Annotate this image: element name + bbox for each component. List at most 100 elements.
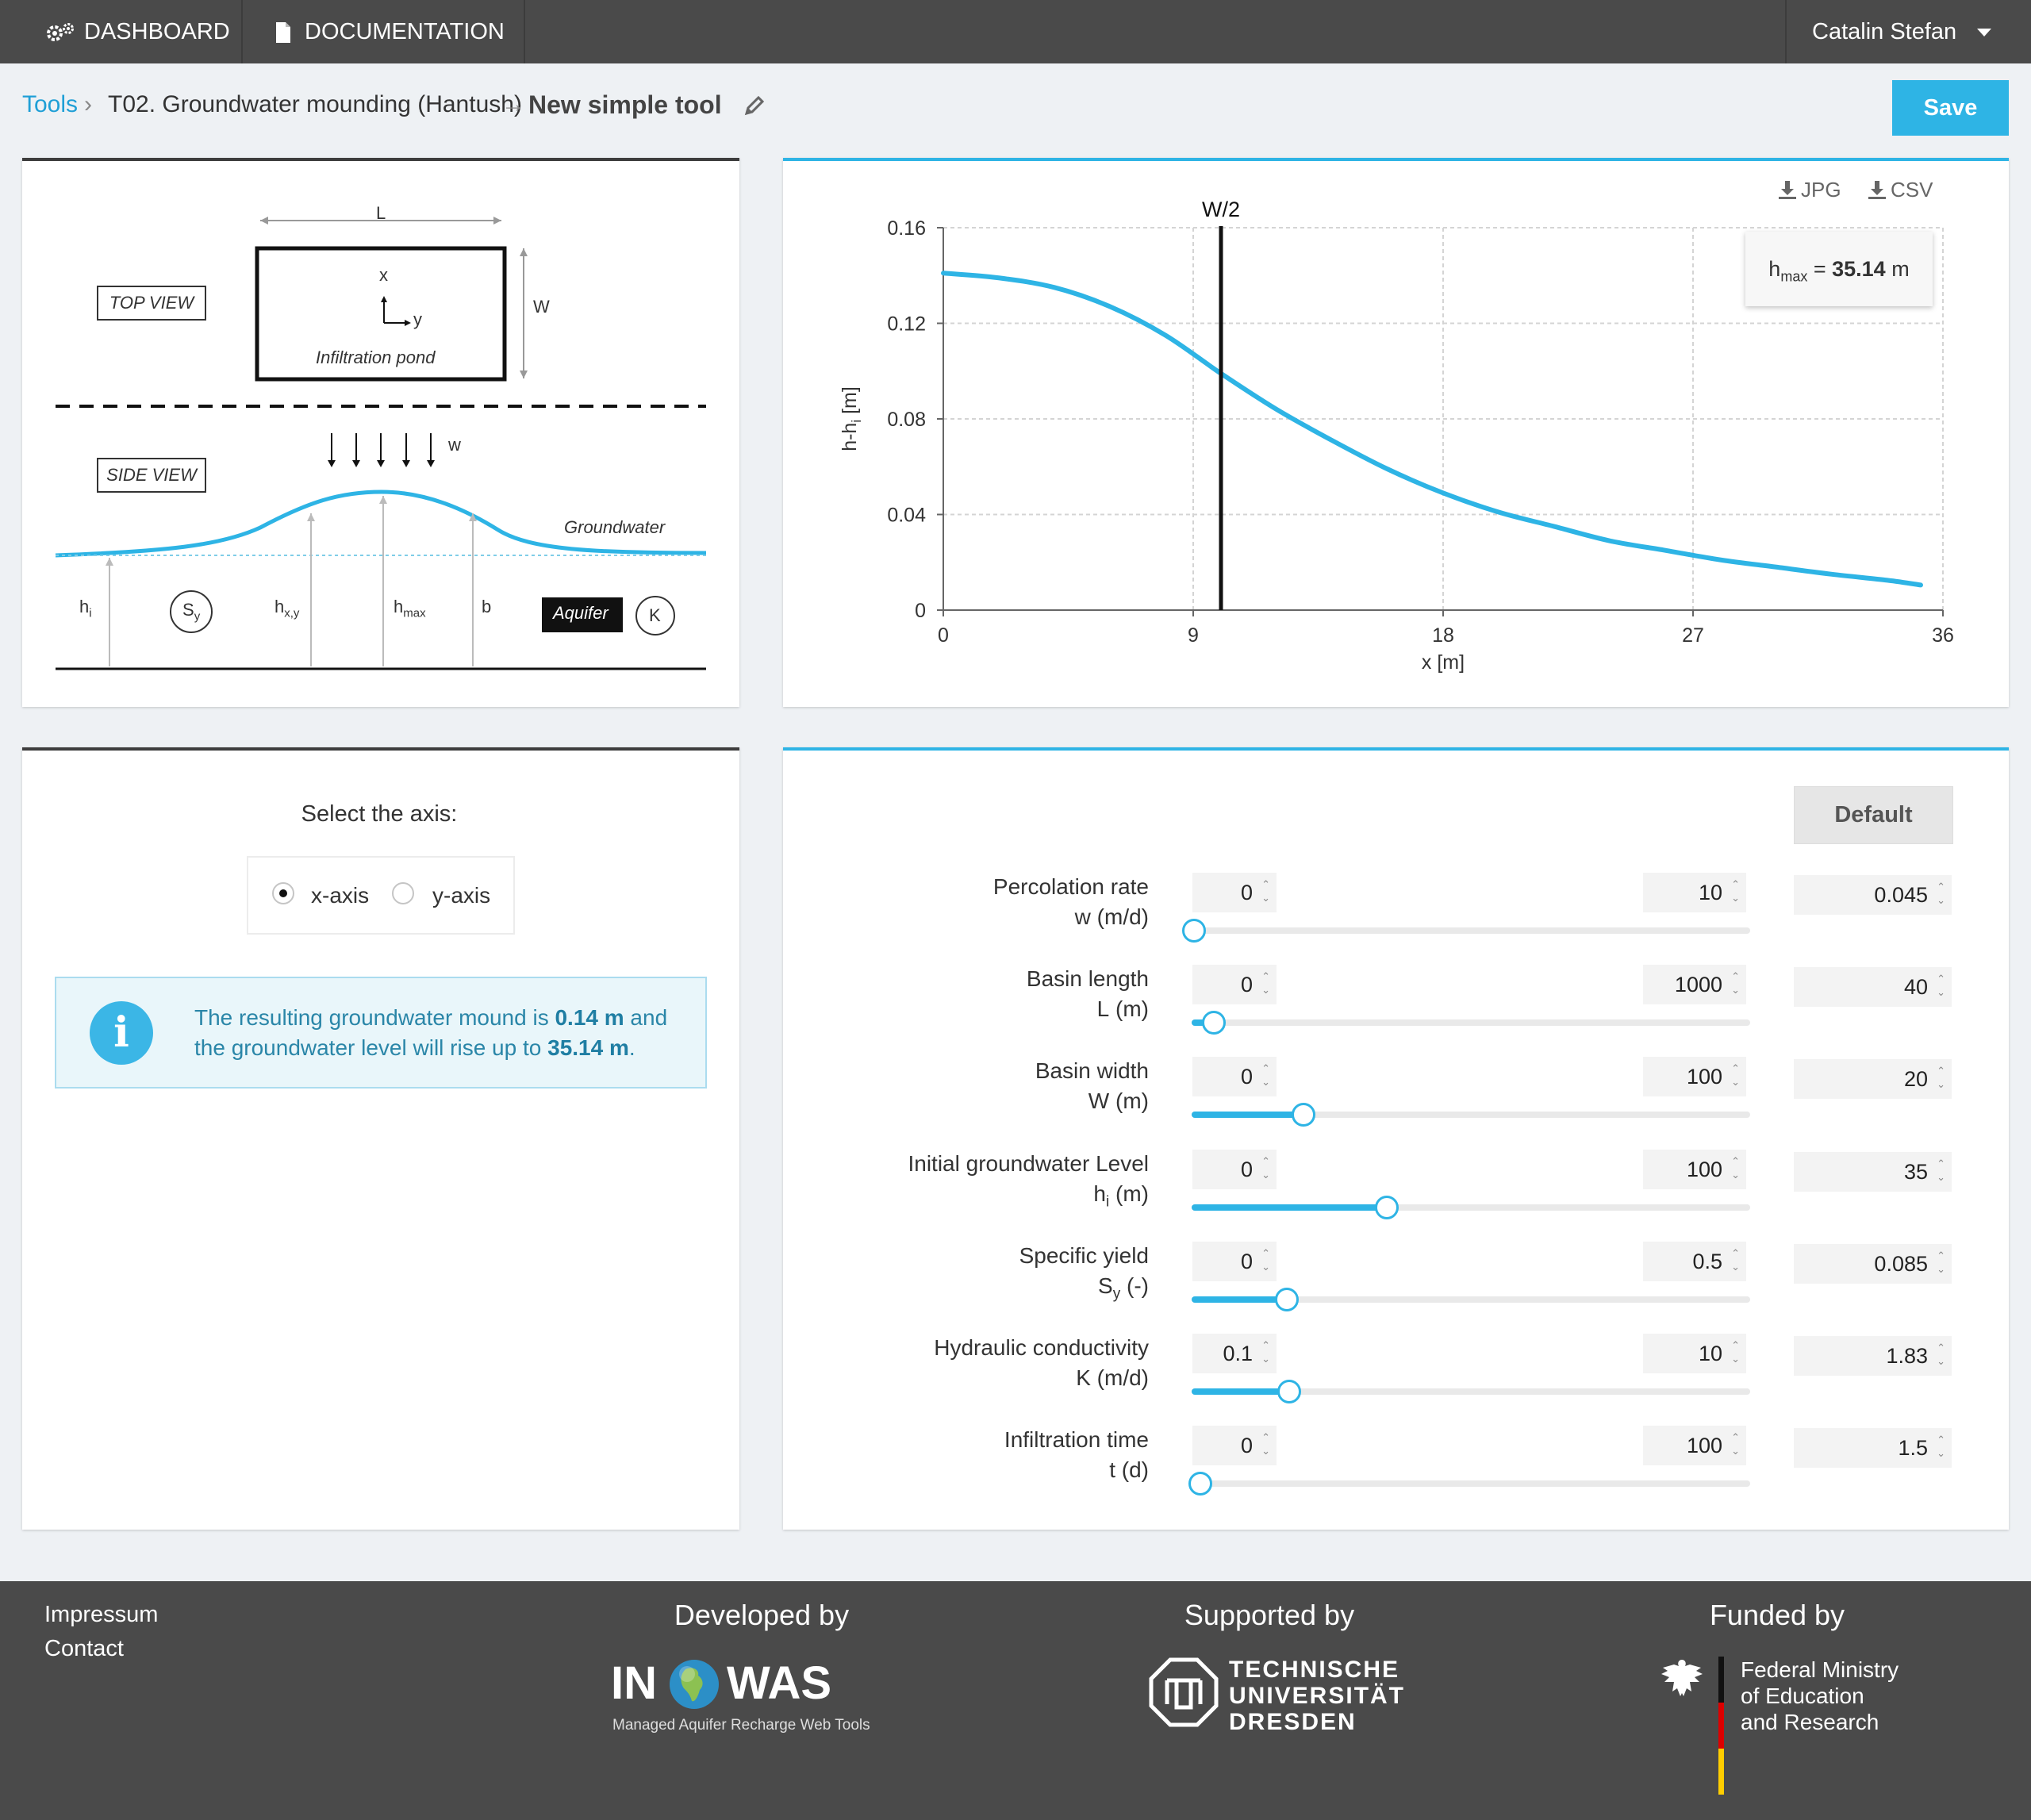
param-label: Hydraulic conductivity K (m/d) <box>934 1335 1149 1390</box>
diagram-label-w: w <box>448 435 461 455</box>
document-icon <box>276 22 290 44</box>
gears-icon <box>47 23 74 42</box>
caret-down-icon <box>1977 29 1992 37</box>
slider-handle[interactable] <box>1188 1472 1212 1496</box>
value-input[interactable]: 1.83 <box>1794 1336 1952 1376</box>
y-tick-label: 0 <box>915 600 926 622</box>
slider-handle[interactable] <box>1202 1011 1227 1035</box>
y-axis-label[interactable]: y-axis <box>432 883 491 908</box>
level-value: 35.14 m <box>547 1035 629 1060</box>
x-axis-radio[interactable] <box>272 882 294 904</box>
breadcrumb-tools[interactable]: Tools <box>22 91 79 117</box>
param-slider[interactable] <box>1192 1103 1750 1127</box>
parameters-panel <box>783 747 2009 1530</box>
param-slider[interactable] <box>1188 1472 1750 1496</box>
diagram-label-hmax: hmax <box>394 597 426 620</box>
min-input[interactable]: 0 <box>1192 873 1277 912</box>
max-input[interactable]: 100 <box>1643 1426 1746 1466</box>
max-input[interactable]: 0.5 <box>1643 1241 1746 1281</box>
user-menu[interactable]: Catalin Stefan <box>1812 0 1992 63</box>
slider-handle[interactable] <box>1182 919 1207 943</box>
x-axis-title: x [m] <box>1422 651 1465 674</box>
x-axis-label[interactable]: x-axis <box>311 883 370 908</box>
param-label: Basin length L (m) <box>1026 966 1149 1022</box>
param-slider[interactable] <box>1182 919 1750 943</box>
value-input[interactable]: 20 <box>1794 1059 1952 1100</box>
slider-handle[interactable] <box>1291 1103 1315 1127</box>
param-slider[interactable] <box>1192 1195 1750 1219</box>
value-input[interactable]: 35 <box>1794 1151 1952 1192</box>
nav-documentation-label: DOCUMENTATION <box>305 19 505 44</box>
developed-by-heading: Developed by <box>674 1599 850 1631</box>
contact-link[interactable]: Contact <box>44 1636 124 1661</box>
y-tick-label: 0.12 <box>887 313 926 336</box>
download-jpg-button[interactable]: JPG <box>1777 178 1841 202</box>
value-input[interactable]: 1.5 <box>1794 1428 1952 1469</box>
tu-dresden-emblem <box>1149 1657 1219 1727</box>
slider-fill <box>1192 1204 1388 1211</box>
diagram-label-b: b <box>482 597 492 616</box>
value-input[interactable]: 0.045 <box>1794 875 1952 915</box>
min-input[interactable]: 0 <box>1192 1149 1277 1189</box>
value-input[interactable]: 0.085 <box>1794 1243 1952 1284</box>
nav-dashboard[interactable]: DASHBOARD <box>46 0 230 63</box>
min-input[interactable]: 0 <box>1192 1241 1277 1281</box>
globe-icon <box>670 1660 719 1709</box>
max-input[interactable]: 10 <box>1643 1334 1746 1373</box>
slider-fill <box>1192 1296 1287 1303</box>
min-input[interactable]: 0 <box>1192 1426 1277 1466</box>
param-slider[interactable] <box>1192 1011 1750 1035</box>
supported-by-heading: Supported by <box>1184 1599 1355 1631</box>
min-input[interactable]: 0 <box>1192 965 1277 1005</box>
diagram-label-sy: Sy <box>182 600 201 624</box>
hmax-value: 35.14 <box>1832 257 1886 281</box>
eagle-icon <box>1661 1660 1703 1696</box>
nav-documentation[interactable]: DOCUMENTATION <box>275 0 505 63</box>
nav-dashboard-label: DASHBOARD <box>84 19 230 44</box>
breadcrumb-tool-name[interactable]: T02. Groundwater mounding (Hantush) <box>108 91 522 117</box>
param-label: Initial groundwater Level hi (m) <box>908 1150 1149 1211</box>
value-input[interactable]: 40 <box>1794 967 1952 1008</box>
download-jpg-label: JPG <box>1801 178 1841 202</box>
slider-handle[interactable] <box>1277 1380 1302 1403</box>
min-input[interactable]: 0.1 <box>1192 1334 1277 1373</box>
max-input[interactable]: 10 <box>1643 873 1746 912</box>
max-input[interactable]: 1000 <box>1643 965 1746 1005</box>
y-tick-label: 0.08 <box>887 409 926 431</box>
inowas-logo[interactable]: IN WAS Managed Aquifer Recharge Web Tool… <box>611 1657 870 1734</box>
x-tick-label: 18 <box>1432 624 1454 647</box>
min-input[interactable]: 0 <box>1192 1057 1277 1097</box>
y-tick-label: 0.04 <box>887 505 926 527</box>
save-button[interactable]: Save <box>1892 80 2009 136</box>
diagram-label-hxy: hx,y <box>275 597 300 620</box>
slider-handle[interactable] <box>1274 1287 1299 1311</box>
diagram-label-K: K <box>649 605 661 625</box>
mounding-diagram <box>55 217 707 670</box>
slider-handle[interactable] <box>1375 1195 1399 1219</box>
y-axis-radio[interactable] <box>392 882 414 904</box>
pencil-icon[interactable] <box>743 94 766 117</box>
x-tick-label: 36 <box>1932 624 1954 647</box>
chevron-right-icon: › <box>84 91 92 117</box>
slider-fill <box>1192 1388 1290 1395</box>
max-input[interactable]: 100 <box>1643 1149 1746 1189</box>
bmbf-logo[interactable]: Federal Ministry of Education and Research <box>1657 1657 1918 1795</box>
result-message: i The resulting groundwater mound is 0.1… <box>55 977 707 1089</box>
default-button[interactable]: Default <box>1794 786 1953 844</box>
mound-series-line <box>941 271 1923 588</box>
max-input[interactable]: 100 <box>1643 1057 1746 1097</box>
param-label: Infiltration time t (d) <box>1004 1427 1149 1483</box>
result-text: The resulting groundwater mound is 0.14 … <box>194 1005 668 1060</box>
page-title: New simple tool <box>528 90 722 119</box>
tu-dresden-logo[interactable]: TECHNISCHE UNIVERSITÄT DRESDEN <box>1148 1657 1403 1736</box>
impressum-link[interactable]: Impressum <box>44 1602 159 1627</box>
hmax-readout: hmax = 35.14 m <box>1745 232 1933 306</box>
download-csv-label: CSV <box>1891 178 1933 202</box>
y-axis-title: h-hi [m] <box>839 386 864 451</box>
param-label: Basin width W (m) <box>1035 1058 1149 1114</box>
aquifer-label: Aquifer <box>553 603 609 623</box>
param-slider[interactable] <box>1192 1380 1750 1403</box>
param-slider[interactable] <box>1192 1287 1750 1311</box>
diagram-label-groundwater: Groundwater <box>564 517 666 537</box>
download-csv-button[interactable]: CSV <box>1867 178 1933 202</box>
